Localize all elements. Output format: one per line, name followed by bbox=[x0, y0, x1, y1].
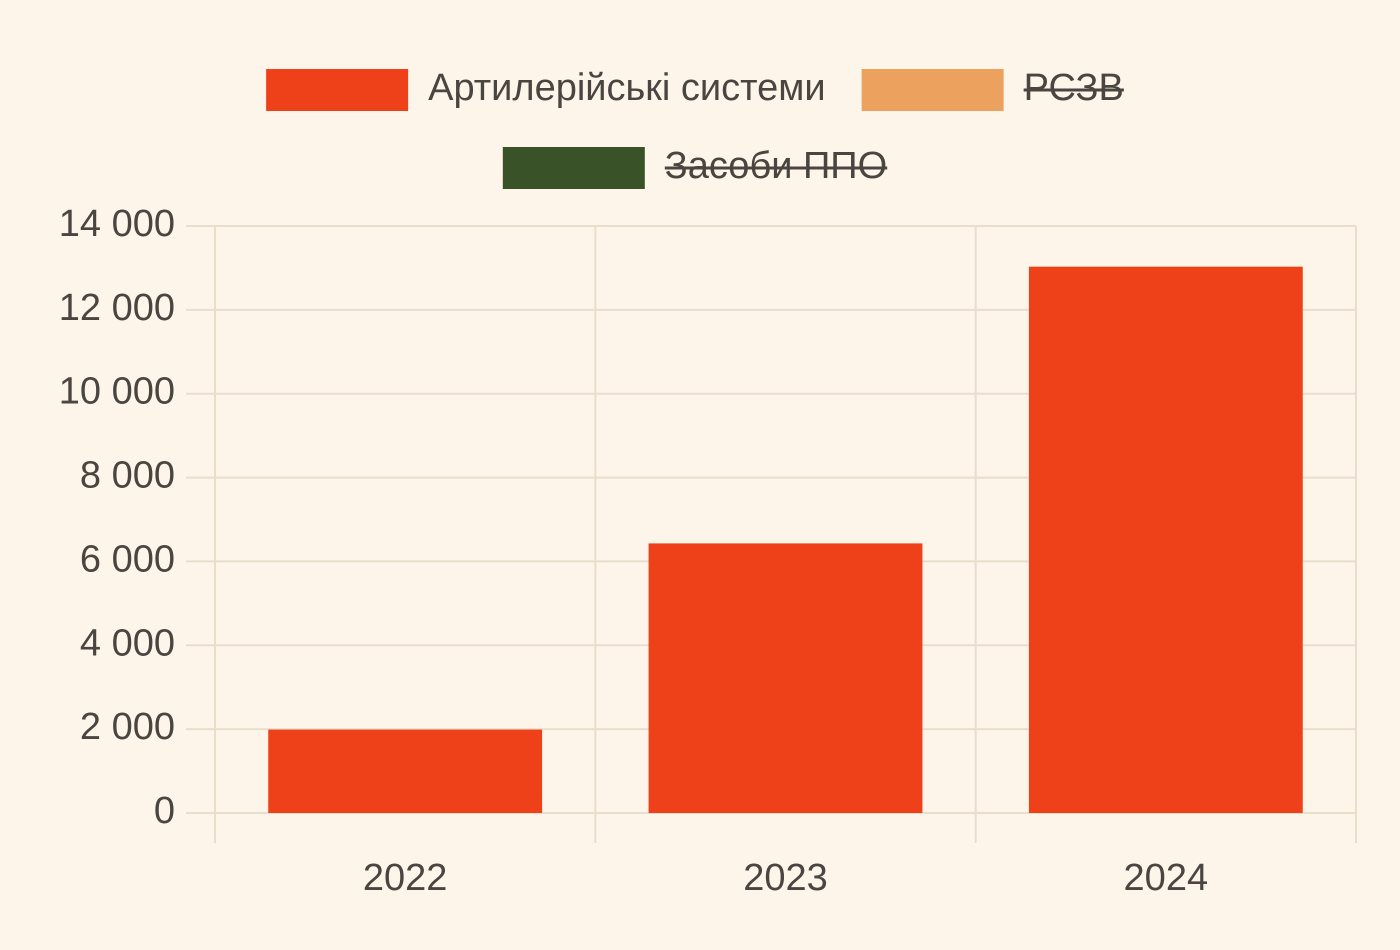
legend-label: Артилерійські системи bbox=[428, 67, 826, 109]
y-tick-label: 2 000 bbox=[80, 706, 175, 748]
x-tick-label: 2024 bbox=[1124, 857, 1209, 899]
legend-swatch bbox=[861, 69, 1004, 111]
legend-item: Засоби ППО bbox=[502, 145, 888, 189]
y-tick-label: 6 000 bbox=[80, 538, 175, 580]
legend-swatch bbox=[502, 147, 645, 189]
y-tick-label: 12 000 bbox=[59, 287, 175, 329]
y-tick-label: 4 000 bbox=[80, 622, 175, 664]
x-tick-label: 2022 bbox=[363, 857, 448, 899]
legend-label: Засоби ППО bbox=[665, 145, 887, 187]
y-tick-label: 10 000 bbox=[59, 371, 175, 413]
legend-label: РСЗВ bbox=[1024, 67, 1124, 109]
y-tick-label: 0 bbox=[154, 790, 175, 832]
bar bbox=[268, 729, 543, 813]
legend-swatch bbox=[266, 69, 409, 111]
legend-item: Артилерійські системи bbox=[266, 67, 826, 111]
x-tick-label: 2023 bbox=[743, 857, 828, 899]
y-tick-label: 8 000 bbox=[80, 455, 175, 497]
bar bbox=[1028, 266, 1303, 813]
bar bbox=[648, 543, 923, 813]
legend-item: РСЗВ bbox=[861, 67, 1124, 111]
y-tick-label: 14 000 bbox=[59, 203, 175, 245]
